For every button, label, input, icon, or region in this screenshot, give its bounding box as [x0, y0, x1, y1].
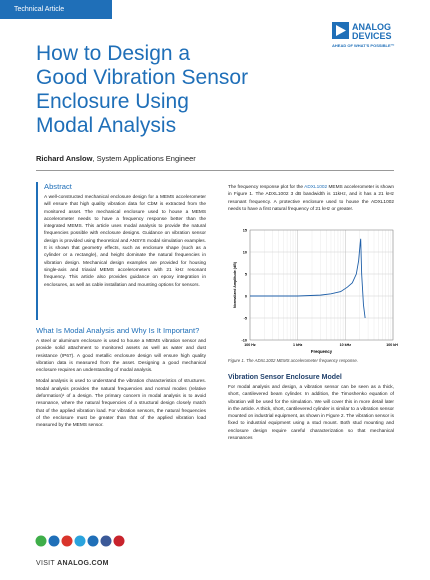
y-tick-label: -5 [244, 316, 247, 320]
title: How to Design a Good Vibration Sensor Encl… [36, 42, 248, 138]
visit-text: VISIT [36, 560, 58, 567]
y-tick-label: 0 [245, 294, 247, 298]
logo-text: DEVICES [352, 31, 392, 41]
section-heading: What Is Modal Analysis and Why Is It Imp… [36, 326, 200, 335]
y-axis-title: Normalized Amplitude (dB) [233, 261, 237, 308]
paragraph: For modal analysis and design, a vibrati… [228, 385, 394, 442]
social-icon[interactable] [48, 535, 60, 547]
text-run: The frequency response plot for the [228, 185, 305, 190]
social-icons [35, 535, 125, 547]
abstract-text: A well-constructed mechanical enclosure … [44, 195, 206, 288]
social-icon[interactable] [113, 535, 125, 547]
paragraph: Modal analysis is used to understand the… [36, 379, 206, 429]
logo-triangle [336, 25, 346, 36]
abstract-heading: Abstract [44, 182, 72, 191]
footer-visit: VISIT ANALOG.COM [36, 560, 109, 567]
x-tick-label: 100 Hz [244, 343, 256, 347]
x-tick-label: 10 kHz [340, 343, 352, 347]
title-line: Good Vibration Sensor [36, 66, 249, 89]
product-link: ADXL1002 [304, 185, 328, 190]
plot-frame [249, 229, 394, 341]
paragraph: A steel or aluminum enclosure is used to… [36, 339, 206, 374]
data-line [250, 238, 366, 319]
author-name: Richard Anslow [36, 154, 93, 163]
author-affiliation: , System Applications Engineer [92, 154, 196, 163]
logo: ANALOG DEVICES AHEAD OF WHAT'S POSSIBLE™ [332, 22, 395, 48]
y-tick-label: 15 [243, 228, 247, 232]
x-axis-title: Frequency [311, 349, 333, 354]
x-tick-label: 1 kHz [293, 343, 303, 347]
logo-tagline: AHEAD OF WHAT'S POSSIBLE™ [332, 43, 395, 48]
social-icon[interactable] [87, 535, 99, 547]
social-icon[interactable] [74, 535, 86, 547]
chart: -10 -5 0 5 10 15 100 Hz 1 kHz 10 kHz 100 kHz Frequ… [233, 228, 398, 354]
title-line: Modal Analysis [36, 114, 177, 137]
text-run: MEMS accelerometer is shown in Figure 1.… [228, 185, 394, 212]
section: What Is Modal Analysis and Why Is It Imp… [36, 326, 206, 434]
author: Richard Anslow, System Applications Engi… [36, 154, 196, 163]
social-icon[interactable] [35, 535, 47, 547]
social-icon[interactable] [61, 535, 73, 547]
y-tick-label: 10 [243, 250, 247, 254]
divider [36, 170, 394, 171]
intro-paragraph: The frequency response plot for the ADXL… [228, 184, 394, 213]
abstract: Abstract A well-constructed mechanical e… [36, 182, 206, 320]
social-icon[interactable] [100, 535, 112, 547]
y-tick-label: 5 [245, 272, 247, 276]
y-tick-label: -10 [242, 338, 248, 342]
visit-url[interactable]: ANALOG.COM [57, 560, 109, 567]
section-heading: Vibration Sensor Enclosure Model [228, 374, 342, 381]
logo-text: ANALOG [352, 22, 391, 32]
article-tag: Technical Article [0, 0, 112, 19]
figure-caption: Figure 1. The ADXL1002 MEMS acceleromete… [228, 358, 359, 363]
section: Vibration Sensor Enclosure Model For mod… [228, 374, 394, 446]
x-tick-label: 100 kHz [386, 343, 398, 347]
title-line: How to Design a [36, 42, 191, 65]
title-line: Enclosure Using [36, 90, 189, 113]
